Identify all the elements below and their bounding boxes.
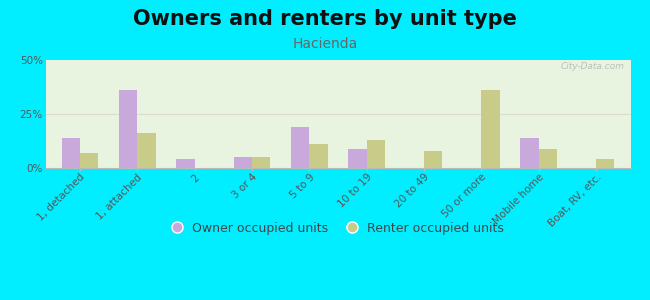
Text: Owners and renters by unit type: Owners and renters by unit type: [133, 9, 517, 29]
Text: City-Data.com: City-Data.com: [561, 62, 625, 71]
Bar: [252, 157, 270, 168]
Bar: [80, 153, 98, 168]
Bar: [119, 90, 137, 168]
Bar: [482, 90, 500, 168]
Bar: [596, 159, 614, 168]
Text: Hacienda: Hacienda: [292, 38, 358, 52]
Legend: Owner occupied units, Renter occupied units: Owner occupied units, Renter occupied un…: [167, 217, 509, 239]
Bar: [424, 151, 443, 168]
Bar: [521, 138, 539, 168]
Bar: [539, 148, 557, 168]
Bar: [348, 148, 367, 168]
Bar: [367, 140, 385, 168]
Bar: [291, 127, 309, 168]
Bar: [309, 144, 328, 168]
Bar: [233, 157, 252, 168]
Bar: [176, 159, 194, 168]
Bar: [62, 138, 80, 168]
Bar: [137, 134, 155, 168]
